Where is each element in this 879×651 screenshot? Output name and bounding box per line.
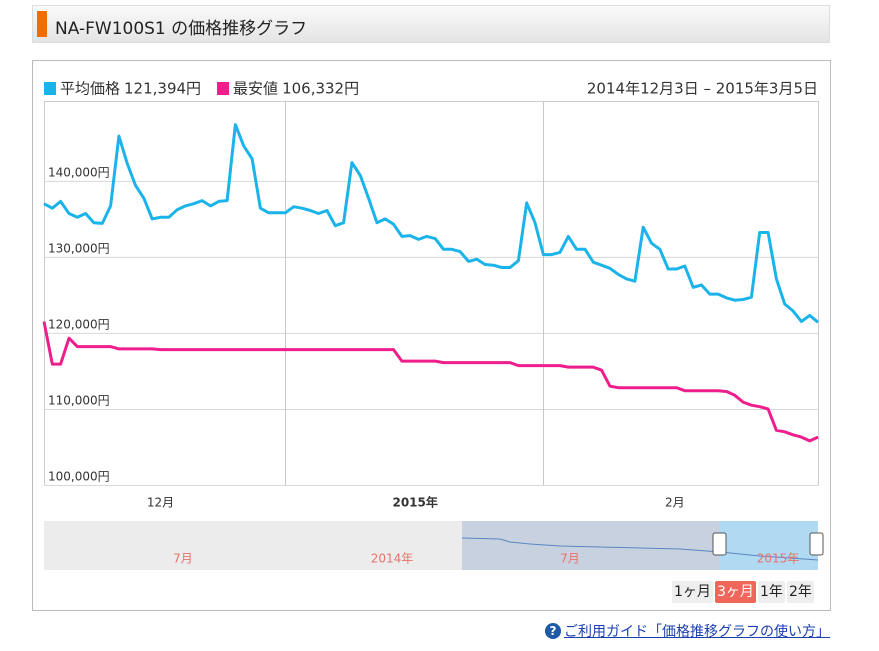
range-button[interactable]: 1ヶ月 [672, 581, 713, 603]
legend-swatch [44, 82, 56, 95]
navigator-handle[interactable] [809, 532, 824, 556]
range-button[interactable]: 2年 [787, 581, 814, 603]
navigator-label: 7月 [173, 552, 193, 566]
legend-name: 最安値 [233, 80, 278, 98]
help-icon: ? [545, 623, 561, 639]
range-button[interactable]: 3ヶ月 [715, 581, 756, 603]
legend-swatch [217, 82, 230, 95]
header-accent [37, 11, 47, 37]
x-tick-label: 2月 [665, 496, 685, 510]
legend-value: 106,332円 [282, 80, 359, 98]
x-tick-label: 12月 [147, 496, 174, 510]
range-button[interactable]: 1年 [758, 581, 785, 603]
navigator-label: 2015年 [757, 552, 800, 566]
legend-name: 平均価格 [60, 80, 120, 98]
y-tick-label: 100,000円 [48, 470, 110, 484]
date-range: 2014年12月3日 – 2015年3月5日 [587, 80, 818, 98]
series-line [42, 321, 819, 443]
header: NA-FW100S1 の価格推移グラフ [32, 5, 830, 43]
y-tick-label: 110,000円 [48, 393, 110, 407]
legend-value: 121,394円 [124, 80, 201, 98]
navigator-label: 7月 [560, 552, 580, 566]
y-tick-label: 130,000円 [48, 241, 110, 255]
guide-link[interactable]: ? ご利用ガイド「価格推移グラフの使い方」 [545, 621, 830, 641]
navigator-handle[interactable] [712, 532, 727, 556]
y-tick-label: 120,000円 [48, 317, 110, 331]
navigator-label: 2014年 [371, 552, 414, 566]
y-tick-label: 140,000円 [48, 165, 110, 179]
series-line [43, 123, 819, 324]
navigator-selection [720, 521, 818, 570]
navigator-line [461, 537, 819, 561]
x-tick-label: 2015年 [392, 495, 437, 510]
header-title: NA-FW100S1 の価格推移グラフ [55, 19, 308, 39]
plot-area [44, 101, 819, 486]
guide-text[interactable]: ご利用ガイド「価格推移グラフの使い方」 [564, 624, 830, 640]
